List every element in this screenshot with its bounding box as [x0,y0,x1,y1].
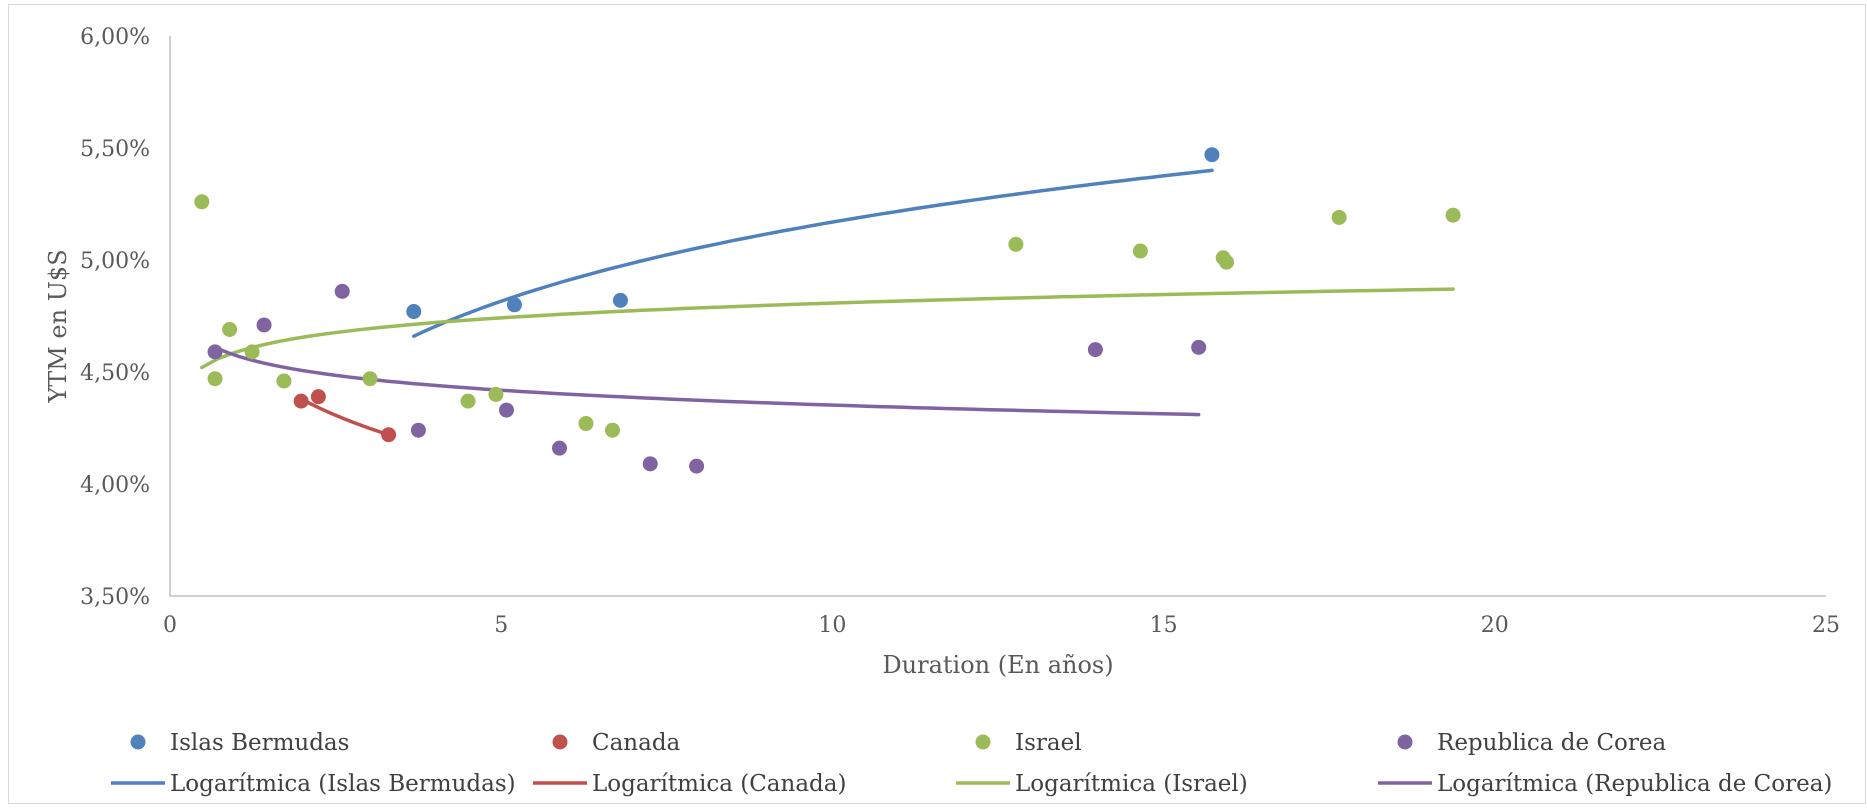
y-tick-label: 6,00% [80,25,150,50]
y-tick-label: 5,00% [80,249,150,274]
data-point [1219,254,1235,270]
y-tick-label: 4,00% [80,473,150,498]
y-tick-label: 3,50% [80,585,150,610]
data-point [1008,236,1024,252]
trendline [200,287,1455,370]
data-point [256,317,272,333]
legend-marker [130,734,146,750]
data-point [194,194,210,210]
data-point [362,371,378,387]
legend-label: Logarítmica (Islas Bermudas) [170,771,516,797]
legend-marker [1397,734,1413,750]
legend-marker [975,734,991,750]
data-point [406,304,422,320]
data-point [1331,209,1347,225]
data-point [1191,339,1207,355]
data-point [293,393,309,409]
legend-label: Logarítmica (Canada) [592,771,846,797]
legend-label: Republica de Corea [1437,730,1667,756]
legend-label: Islas Bermudas [170,730,349,756]
axes: 3,50% 4,00% 4,50% 5,00% 5,50% 6,00% 0 5 10 15 20 25 [80,25,1840,638]
trendline [412,168,1214,338]
data-point [1132,243,1148,259]
data-point [689,458,705,474]
data-point [1204,147,1220,163]
x-axis-title: Duration (En años) [882,651,1113,679]
x-tick-label: 25 [1812,613,1840,638]
data-point [604,422,620,438]
x-tick-label: 20 [1481,613,1509,638]
legend-label: Logarítmica (Israel) [1015,771,1248,797]
data-point [612,292,628,308]
trendline [213,345,1201,417]
data-point [578,416,594,432]
data-point [222,321,238,337]
data-point [1445,207,1461,223]
data-point [1087,342,1103,358]
legend-label: Logarítmica (Republica de Corea) [1437,771,1832,797]
data-point [488,386,504,402]
legend-label: Canada [592,730,681,756]
data-point [460,393,476,409]
legend-marker [552,734,568,750]
data-point [207,344,223,360]
x-tick-label: 5 [494,613,508,638]
x-tick-label: 15 [1150,613,1178,638]
data-point [506,297,522,313]
data-point [310,389,326,405]
legend-label: Israel [1015,730,1082,756]
data-point [410,422,426,438]
data-point [381,427,397,443]
data-point [207,371,223,387]
y-tick-label: 4,50% [80,361,150,386]
data-point [334,283,350,299]
legend: Islas Bermudas Canada Israel Republica de C… [111,730,1832,797]
x-tick-label: 10 [818,613,846,638]
scatter-points [194,147,1461,474]
data-point [498,402,514,418]
y-axis-title: YTM en U$S [44,249,72,403]
trendline [299,397,391,437]
data-point [244,344,260,360]
trendlines [200,168,1455,437]
y-tick-label: 5,50% [80,137,150,162]
data-point [551,440,567,456]
data-point [276,373,292,389]
data-point [642,456,658,472]
x-tick-label: 0 [163,613,177,638]
